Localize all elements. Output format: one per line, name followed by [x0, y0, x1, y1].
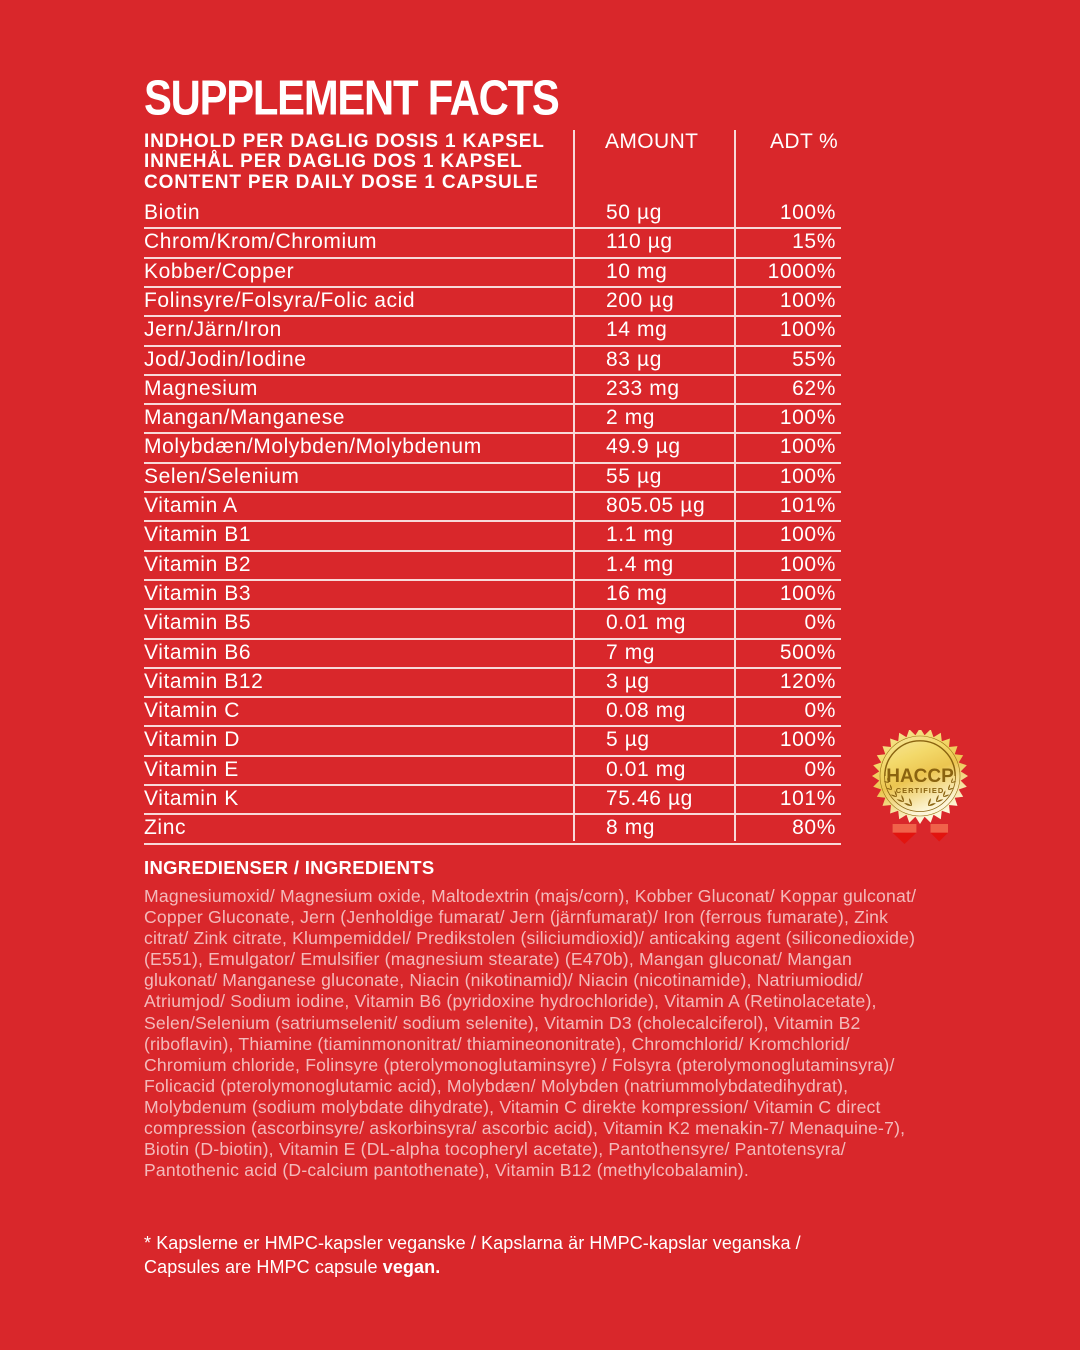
svg-text:HACCP: HACCP: [886, 766, 954, 787]
svg-text:CERTIFIED: CERTIFIED: [896, 786, 945, 795]
